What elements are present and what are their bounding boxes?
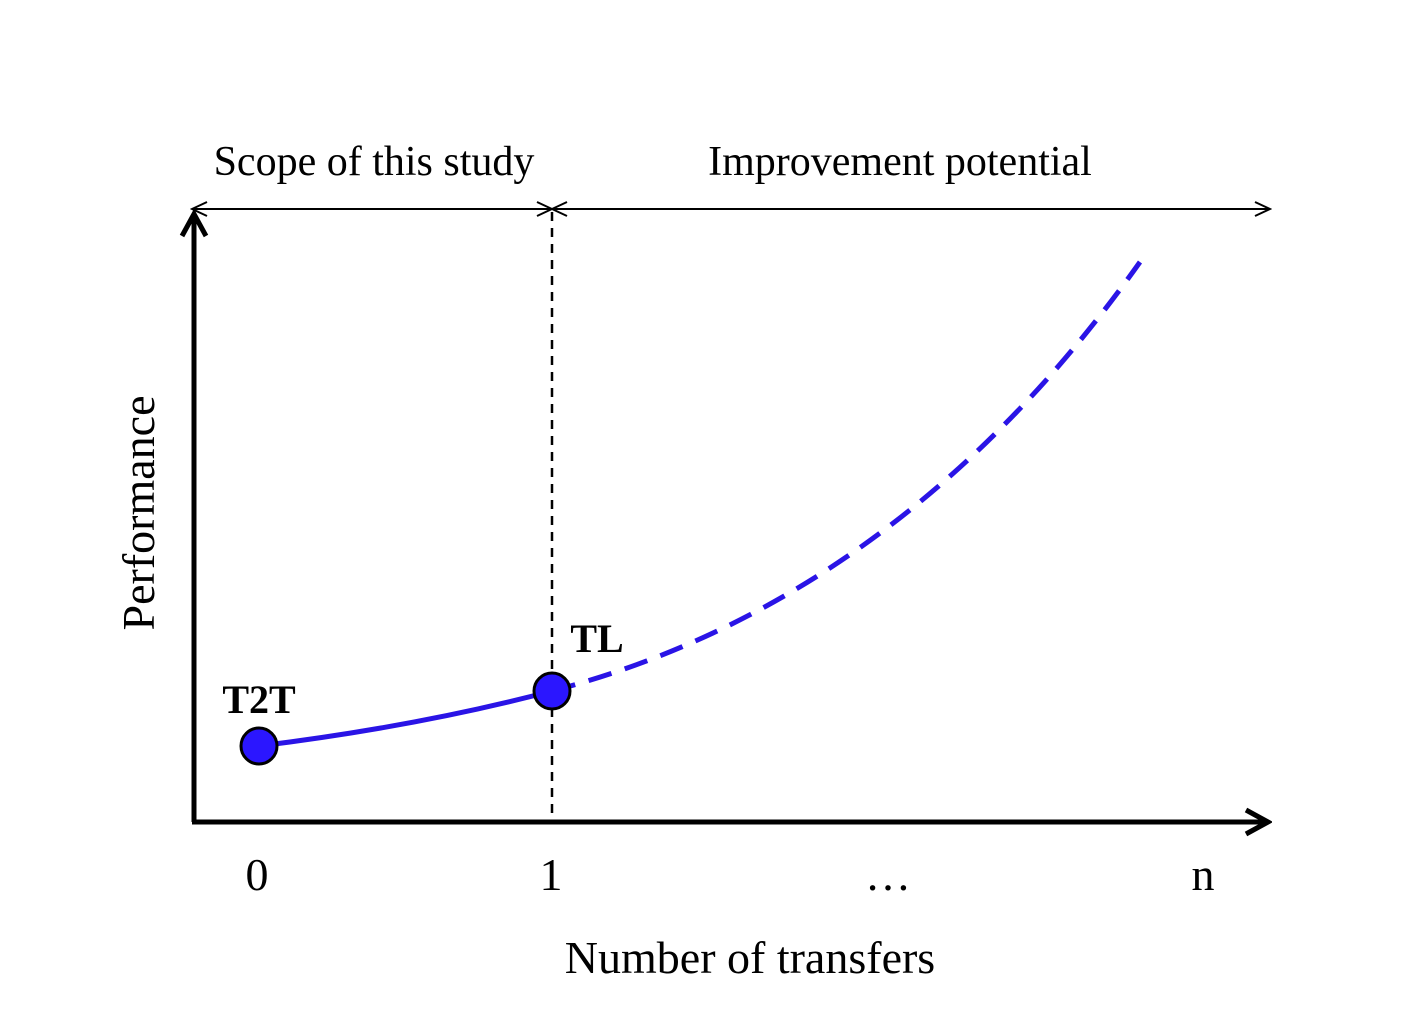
y-axis-title: Performance: [113, 396, 164, 631]
x-tick-label-0: 0: [246, 849, 269, 900]
tl-point-label: TL: [570, 616, 623, 661]
improvement-potential-label: Improvement potential: [708, 139, 1092, 185]
solid-performance-curve: [258, 688, 553, 749]
dashed-potential-curve: [551, 260, 1143, 694]
x-tick-label-n: n: [1192, 849, 1215, 900]
x-tick-label-ellipsis: …: [865, 849, 911, 900]
x-tick-label-1: 1: [540, 849, 563, 900]
tl-point: [532, 671, 572, 711]
t2t-point: [239, 726, 279, 766]
scope-of-study-label: Scope of this study: [214, 139, 535, 185]
x-axis-title: Number of transfers: [565, 932, 935, 983]
t2t-point-label: T2T: [222, 677, 296, 722]
